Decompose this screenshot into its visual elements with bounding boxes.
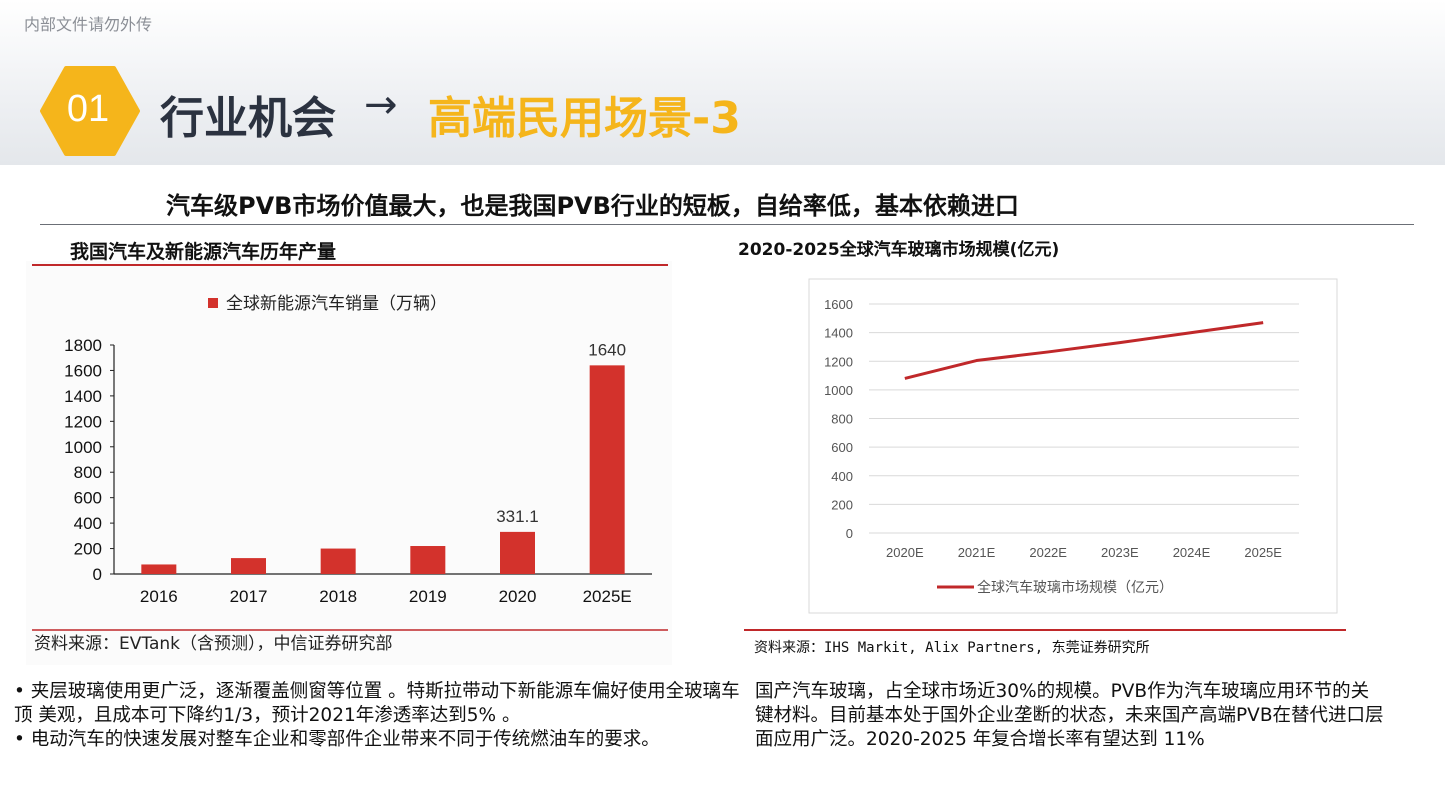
bar-chart-panel: 全球新能源汽车销量（万辆） 0 200 400 600 800 1000 1200 1400 1… bbox=[26, 261, 672, 665]
x-tick-label: 2020E bbox=[886, 545, 924, 560]
section-badge-icon bbox=[40, 66, 140, 156]
y-tick-label: 600 bbox=[831, 440, 853, 455]
left-chart-source: 资料来源：EVTank（含预测），中信证券研究部 bbox=[34, 634, 392, 654]
divider bbox=[40, 224, 1414, 225]
x-tick-label: 2025E bbox=[583, 587, 632, 606]
bar bbox=[410, 546, 446, 574]
line-chart: 0 200 400 600 800 1000 1200 1400 1600 2020E 2021E 2… bbox=[744, 278, 1346, 656]
summary-paragraph: 国产汽车玻璃，占全球市场近30%的规模。PVB作为汽车玻璃应用环节的关键材料。目… bbox=[755, 681, 1384, 750]
x-tick-label: 2019 bbox=[409, 587, 447, 606]
line-chart-panel: 0 200 400 600 800 1000 1200 1400 1600 2020E 2021E 2… bbox=[744, 263, 1346, 659]
header-background bbox=[0, 0, 1445, 165]
bar bbox=[500, 531, 535, 574]
y-tick-label: 400 bbox=[74, 514, 102, 533]
y-tick-label: 0 bbox=[846, 526, 853, 541]
bar bbox=[141, 564, 177, 574]
y-tick-label: 1800 bbox=[64, 336, 102, 355]
y-tick-label: 1400 bbox=[64, 387, 102, 406]
bullet-list: • 夹层玻璃使用更广泛，逐渐覆盖侧窗等位置 。特斯拉带动下新能源车偏好使用全玻璃… bbox=[14, 680, 744, 752]
x-tick-label: 2020 bbox=[499, 587, 537, 606]
page-title-highlight: 高端民用场景-3 bbox=[428, 93, 741, 144]
bar bbox=[320, 548, 356, 574]
y-tick-label: 1000 bbox=[824, 383, 853, 398]
bar-data-label: 331.1 bbox=[496, 507, 539, 526]
slide-subtitle: 汽车级PVB市场价值最大，也是我国PVB行业的短板，自给率低，基本依赖进口 bbox=[166, 192, 1019, 220]
y-tick-label: 400 bbox=[831, 469, 853, 484]
x-tick-label: 2017 bbox=[230, 587, 268, 606]
y-tick-label: 1200 bbox=[824, 354, 853, 369]
y-tick-label: 1400 bbox=[824, 326, 853, 341]
right-chart-source: 资料来源：IHS Markit, Alix Partners, 东莞证券研究所 bbox=[754, 640, 1150, 656]
bar bbox=[231, 558, 266, 574]
legend-label: 全球新能源汽车销量（万辆） bbox=[226, 294, 447, 314]
x-tick-label: 2018 bbox=[319, 587, 357, 606]
y-tick-label: 200 bbox=[74, 540, 102, 559]
y-tick-label: 1000 bbox=[64, 438, 102, 457]
bar-chart: 全球新能源汽车销量（万辆） 0 200 400 600 800 1000 1200 1400 1… bbox=[32, 264, 668, 654]
y-tick-label: 800 bbox=[74, 463, 102, 482]
legend-label: 全球汽车玻璃市场规模（亿元） bbox=[977, 579, 1173, 596]
bullet-item: • 电动汽车的快速发展对整车企业和零部件企业带来不同于传统燃油车的要求。 bbox=[14, 729, 660, 750]
x-tick-label: 2016 bbox=[140, 587, 178, 606]
x-tick-label: 2023E bbox=[1101, 545, 1139, 560]
y-tick-label: 600 bbox=[74, 489, 102, 508]
y-tick-label: 1600 bbox=[64, 361, 102, 380]
series-line bbox=[904, 321, 1264, 380]
plot-frame bbox=[808, 278, 1338, 614]
y-tick-label: 800 bbox=[831, 412, 853, 427]
x-tick-label: 2025E bbox=[1244, 545, 1282, 560]
x-tick-label: 2021E bbox=[958, 545, 996, 560]
y-tick-label: 1600 bbox=[824, 297, 853, 312]
y-tick-label: 0 bbox=[93, 565, 102, 584]
legend-swatch bbox=[208, 298, 218, 308]
x-tick-label: 2022E bbox=[1029, 545, 1067, 560]
x-tick-label: 2024E bbox=[1173, 545, 1211, 560]
y-tick-label: 1200 bbox=[64, 412, 102, 431]
page-title: 行业机会 bbox=[160, 93, 336, 144]
arrow-icon: → bbox=[364, 82, 398, 128]
confidential-watermark: 内部文件请勿外传 bbox=[24, 15, 153, 34]
bullet-item: • 夹层玻璃使用更广泛，逐渐覆盖侧窗等位置 。特斯拉带动下新能源车偏好使用全玻璃… bbox=[14, 681, 740, 726]
section-number: 01 bbox=[66, 88, 110, 130]
y-tick-label: 200 bbox=[831, 497, 853, 512]
right-chart-title: 2020-2025全球汽车玻璃市场规模(亿元) bbox=[738, 240, 1060, 260]
left-chart-title: 我国汽车及新能源汽车历年产量 bbox=[70, 241, 337, 263]
bar-data-label: 1640 bbox=[588, 340, 626, 359]
bar bbox=[589, 365, 625, 574]
